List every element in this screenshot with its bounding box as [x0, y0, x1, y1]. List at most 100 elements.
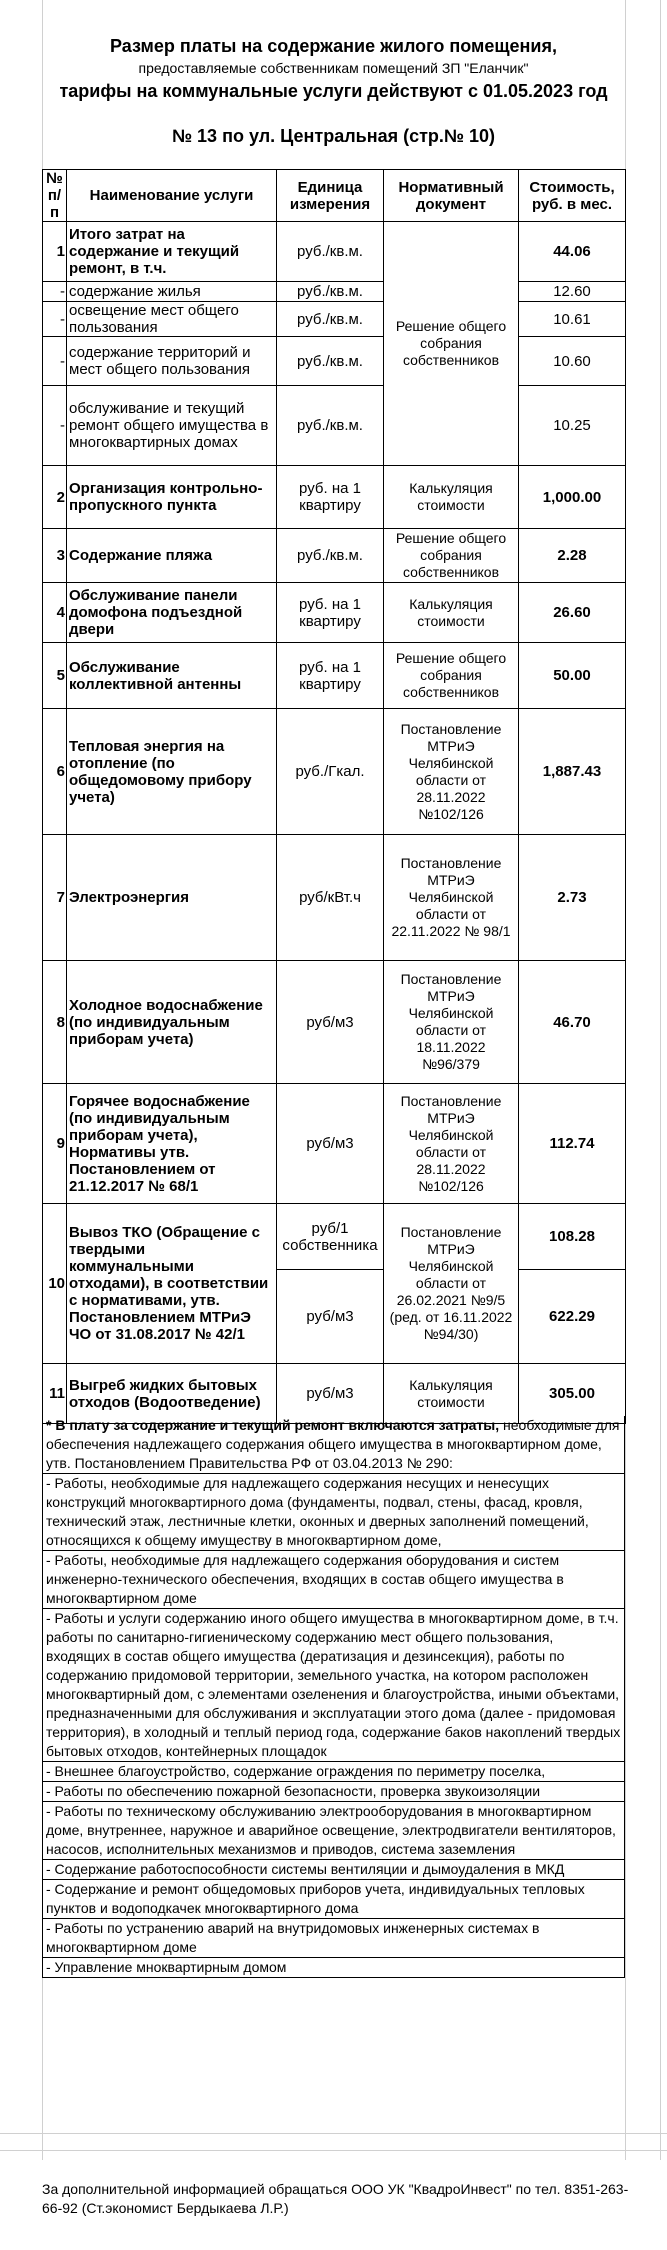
service-name: Обслуживание панели домофона подъездной …: [66, 582, 277, 643]
cost: 10.61: [518, 301, 626, 337]
unit: руб. на 1 квартиру: [276, 465, 384, 529]
table-row: 1 Итого затрат на содержание и текущий ре…: [42, 221, 626, 466]
cost: 50.00: [518, 642, 626, 709]
service-name: Обслуживание коллективной антенны: [66, 642, 277, 709]
note-item: - Работы по устранению аварий на внутрид…: [42, 1919, 625, 1958]
row-number: 5: [42, 642, 67, 709]
table-row: 9 Горячее водоснабжение (по индивидуальны…: [42, 1083, 626, 1204]
unit: руб./Гкал.: [276, 708, 384, 835]
grid-line: [625, 0, 626, 2160]
unit: руб/м3: [276, 1269, 384, 1364]
table-row: - содержание территорий и мест общего пол…: [42, 336, 626, 386]
cost: 622.29: [518, 1269, 626, 1364]
grid-line: [0, 2133, 667, 2134]
row-number: 1: [42, 221, 67, 282]
unit: руб./кв.м.: [276, 221, 384, 282]
table-row: 10 Вывоз ТКО (Обращение с твердыми коммун…: [42, 1203, 626, 1364]
table-row: 4 Обслуживание панели домофона подъездной…: [42, 582, 626, 643]
note-item: - Работы по техническому обслуживанию эл…: [42, 1802, 625, 1860]
document: Постановление МТРиЭ Челябинской области …: [383, 1203, 519, 1364]
row-number: 7: [42, 834, 67, 961]
header-row: № п/п Наименование услуги Единица измерени…: [42, 169, 626, 222]
cost: 10.60: [518, 336, 626, 386]
cost: 46.70: [518, 960, 626, 1084]
cost: 305.00: [518, 1363, 626, 1424]
note-item: - Работы и услуги содержанию иного общег…: [42, 1609, 625, 1762]
service-name: Вывоз ТКО (Обращение с твердыми коммунал…: [66, 1203, 277, 1364]
grid-line: [0, 2150, 667, 2151]
document: Решение общего собрания собственников: [383, 642, 519, 709]
unit: руб. на 1 квартиру: [276, 642, 384, 709]
document: Постановление МТРиЭ Челябинской области …: [383, 1083, 519, 1204]
row-number: -: [42, 301, 67, 337]
row-number: 2: [42, 465, 67, 529]
footer: За дополнительной информацией обращаться…: [42, 2181, 629, 2216]
service-name: Выгреб жидких бытовых отходов (Водоотвед…: [66, 1363, 277, 1424]
cost: 44.06: [518, 221, 626, 282]
row-number: -: [42, 281, 67, 302]
note-item: - Содержание и ремонт общедомовых прибор…: [42, 1880, 625, 1919]
cost: 112.74: [518, 1083, 626, 1204]
address: № 13 по ул. Центральная (стр.№ 10): [171, 126, 496, 146]
service-name: Итого затрат на содержание и текущий рем…: [66, 221, 277, 282]
document: Постановление МТРиЭ Челябинской области …: [383, 708, 519, 835]
row-number: 8: [42, 960, 67, 1084]
service-name: обслуживание и текущий ремонт общего иму…: [66, 385, 277, 466]
unit: руб. на 1 квартиру: [276, 582, 384, 643]
table-row: 3 Содержание пляжа руб./кв.м. Решение общег…: [42, 528, 626, 583]
row-number: -: [42, 385, 67, 466]
document: Постановление МТРиЭ Челябинской области …: [383, 960, 519, 1084]
column-header: Нормативный документ: [383, 169, 519, 222]
cost: 108.28: [518, 1203, 626, 1270]
note-item: - Работы по обеспечению пожарной безопас…: [42, 1782, 625, 1802]
unit: руб/м3: [276, 960, 384, 1084]
row-number: 9: [42, 1083, 67, 1204]
document: Калькуляция стоимости: [383, 465, 519, 529]
cost: 2.28: [518, 528, 626, 583]
note-item: - Работы, необходимые для надлежащего со…: [42, 1474, 625, 1551]
cost: 1,000.00: [518, 465, 626, 529]
row-number: -: [42, 336, 67, 386]
row-number: 11: [42, 1363, 67, 1424]
note-item: - Содержание работоспособности системы в…: [42, 1860, 625, 1880]
column-header: № п/п: [42, 169, 67, 222]
service-name: Холодное водоснабжение (по индивидуальны…: [66, 960, 277, 1084]
document: Постановление МТРиЭ Челябинской области …: [383, 834, 519, 961]
note-item: - Внешнее благоустройство, содержание ог…: [42, 1762, 625, 1782]
service-name: Горячее водоснабжение (по индивидуальным…: [66, 1083, 277, 1204]
service-name: Тепловая энергия на отопление (по общедо…: [66, 708, 277, 835]
cost: 12.60: [518, 281, 626, 302]
note-item: - Работы, необходимые для надлежащего со…: [42, 1551, 625, 1609]
column-header: Наименование услуги: [66, 169, 277, 222]
service-name: Содержание пляжа: [66, 528, 277, 583]
table-row: 8 Холодное водоснабжение (по индивидуальн…: [42, 960, 626, 1084]
notes: * В плату за содержание и текущий ремонт…: [42, 1416, 625, 1978]
cost: 2.73: [518, 834, 626, 961]
row-number: 6: [42, 708, 67, 835]
service-name: Электроэнергия: [66, 834, 277, 961]
cost: 26.60: [518, 582, 626, 643]
tariff-table: № п/п Наименование услуги Единица измерени…: [42, 169, 626, 1424]
title: Размер платы на содержание жилого помеще…: [110, 36, 557, 56]
unit: руб./кв.м.: [276, 301, 384, 337]
document: Решение общего собрания собственников: [383, 528, 519, 583]
service-name: Организация контрольно-пропускного пункт…: [66, 465, 277, 529]
note-item: - Управление мноквартирным домом: [42, 1958, 625, 1978]
unit: руб/м3: [276, 1083, 384, 1204]
document: Решение общего собрания собственников: [383, 221, 519, 466]
notes-lead: * В плату за содержание и текущий ремонт…: [42, 1416, 625, 1474]
row-number: 4: [42, 582, 67, 643]
service-name: освещение мест общего пользования: [66, 301, 277, 337]
table-row: руб/м3 622.29: [43, 1269, 626, 1364]
cost: 10.25: [518, 385, 626, 466]
table-row: 11 Выгреб жидких бытовых отходов (Водоотв…: [42, 1363, 626, 1424]
table-row: - обслуживание и текущий ремонт общего им…: [42, 385, 626, 466]
row-number: 3: [42, 528, 67, 583]
grid-line: [660, 0, 661, 2160]
column-header: Стоимость, руб. в мес.: [518, 169, 626, 222]
notes-lead-text: необходимые для обеспечения надлежащего …: [46, 1417, 620, 1471]
unit: руб/1 собственника: [276, 1203, 384, 1270]
row-number: 10: [42, 1203, 67, 1364]
table-row: 6 Тепловая энергия на отопление (по общед…: [42, 708, 626, 835]
